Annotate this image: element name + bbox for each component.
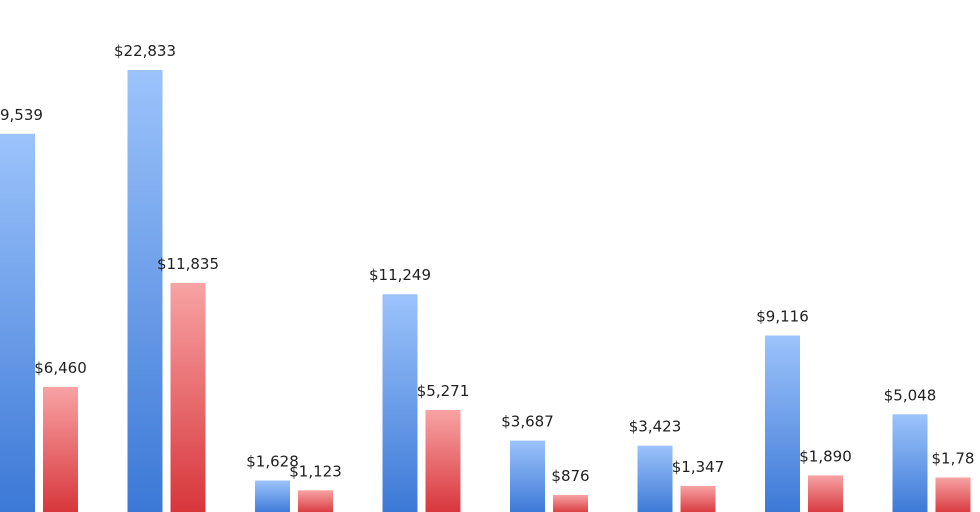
data-label-series-a-7: $9,116 bbox=[756, 308, 809, 326]
data-label-series-a-6: $3,423 bbox=[629, 418, 682, 436]
data-label-series-b-7: $1,890 bbox=[799, 447, 852, 465]
data-label-series-b-3: $1,123 bbox=[289, 462, 342, 480]
data-label-series-a-4: $11,249 bbox=[369, 266, 431, 284]
data-label-series-b-8: $1,78 bbox=[932, 450, 975, 468]
data-label-series-a-8: $5,048 bbox=[884, 386, 937, 404]
data-label-series-a-5: $3,687 bbox=[501, 413, 554, 431]
bar-series-a-1 bbox=[0, 133, 35, 512]
data-label-series-b-6: $1,347 bbox=[672, 458, 725, 476]
bar-series-a-2 bbox=[127, 70, 163, 512]
bar-series-a-5 bbox=[510, 440, 545, 512]
data-label-series-a-2: $22,833 bbox=[114, 42, 176, 60]
bar-series-b-6 bbox=[680, 485, 716, 512]
bar-series-a-7 bbox=[765, 335, 800, 512]
bar-group bbox=[0, 70, 971, 512]
data-label-series-a-3: $1,628 bbox=[246, 453, 299, 471]
data-label-series-a-1: 9,539 bbox=[0, 106, 43, 124]
bar-series-a-4 bbox=[382, 294, 418, 512]
bar-series-b-1 bbox=[43, 386, 78, 512]
data-label-series-b-4: $5,271 bbox=[417, 382, 470, 400]
bar-series-b-5 bbox=[553, 495, 588, 512]
bar-series-a-6 bbox=[637, 445, 673, 512]
data-label-series-b-5: $876 bbox=[551, 467, 589, 485]
data-label-series-b-2: $11,835 bbox=[157, 255, 219, 273]
bar-series-b-8 bbox=[935, 477, 971, 512]
label-group: 9,539 $22,833 $1,628 $11,249 $3,687 $3,423 $9,… bbox=[0, 42, 974, 485]
data-label-series-b-1: $6,460 bbox=[34, 359, 87, 377]
bar-series-b-4 bbox=[425, 410, 461, 512]
bar-series-b-7 bbox=[808, 475, 843, 512]
bar-series-a-3 bbox=[255, 480, 290, 512]
bar-series-a-8 bbox=[892, 414, 928, 512]
bar-series-b-3 bbox=[298, 490, 333, 512]
bar-series-b-2 bbox=[170, 282, 206, 512]
